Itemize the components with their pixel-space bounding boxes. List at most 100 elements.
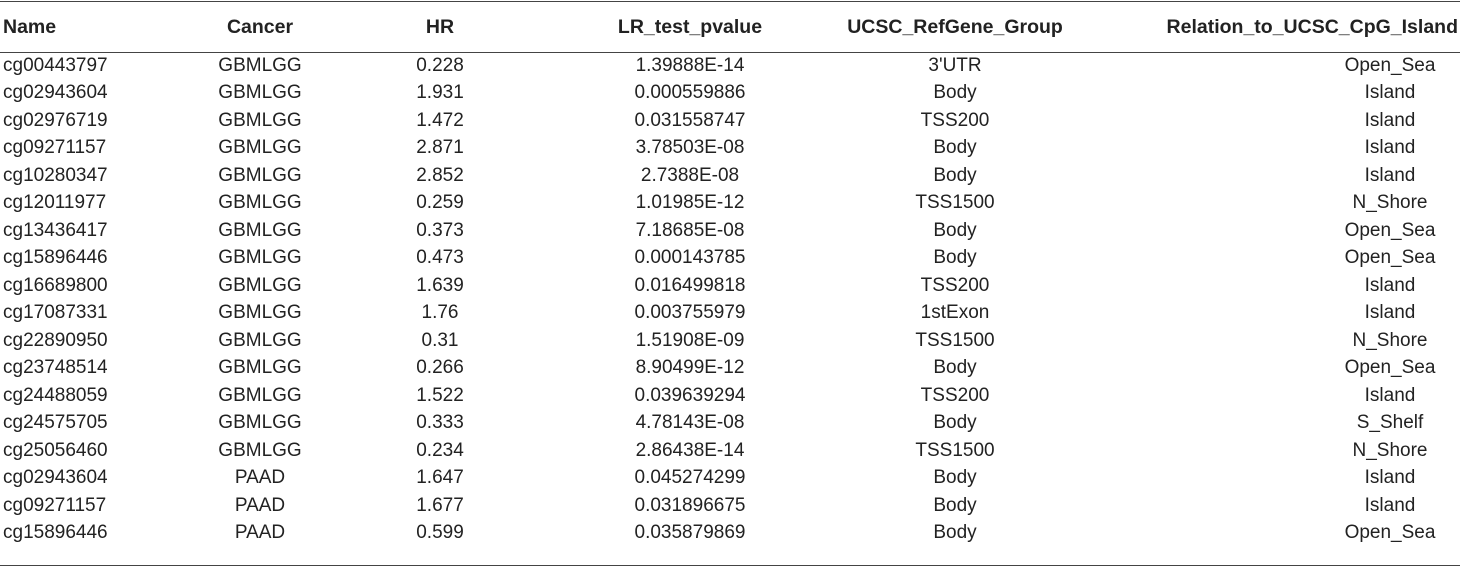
cell-ucsc-refgene-group: Body — [933, 82, 977, 104]
cell-relation-to-cpg-island: Island — [1364, 467, 1416, 489]
cell-cancer: GBMLGG — [218, 137, 302, 159]
cell-hr: 1.639 — [416, 274, 464, 296]
cell-name: cg12011977 — [3, 192, 107, 214]
header-ucsc-refgene-group: UCSC_RefGene_Group — [847, 15, 1063, 38]
cell-relation-to-cpg-island: N_Shore — [1352, 439, 1428, 461]
cell-cancer: GBMLGG — [218, 412, 302, 434]
cell-hr: 0.266 — [416, 357, 464, 379]
cell-cancer: GBMLGG — [218, 247, 302, 269]
data-table: Name Cancer HR LR_test_pvalue UCSC_RefGe… — [0, 2, 1460, 547]
cell-hr: 0.31 — [421, 329, 459, 351]
cell-hr: 0.373 — [416, 219, 464, 241]
cell-cancer: GBMLGG — [218, 54, 302, 76]
cell-name: cg10280347 — [3, 164, 108, 186]
cell-hr: 0.333 — [416, 412, 464, 434]
cell-ucsc-refgene-group: Body — [933, 357, 977, 379]
table-row: cg02943604 GBMLGG 1.931 0.000559886 Body Isla… — [0, 80, 1460, 108]
header-hr: HR — [425, 15, 455, 38]
table-row: cg15896446 PAAD 0.599 0.035879869 Body Open_S… — [0, 520, 1460, 548]
cell-name: cg24575705 — [3, 412, 108, 434]
header-cancer: Cancer — [226, 15, 294, 38]
cell-cancer: GBMLGG — [218, 329, 302, 351]
cell-lr-test-pvalue: 0.000143785 — [634, 247, 746, 269]
cell-lr-test-pvalue: 8.90499E-12 — [635, 357, 745, 379]
table-row: cg02976719 GBMLGG 1.472 0.031558747 TSS200 Is… — [0, 107, 1460, 135]
cell-name: cg00443797 — [3, 54, 108, 76]
cell-cancer: PAAD — [234, 467, 286, 489]
cell-relation-to-cpg-island: Open_Sea — [1344, 247, 1436, 269]
cell-hr: 1.647 — [416, 467, 464, 489]
cell-ucsc-refgene-group: TSS1500 — [915, 329, 995, 351]
table-row: cg00443797 GBMLGG 0.228 1.39888E-14 3'UTR Ope… — [0, 52, 1460, 80]
cell-cancer: GBMLGG — [218, 192, 302, 214]
cell-ucsc-refgene-group: Body — [933, 522, 977, 544]
cell-name: cg17087331 — [3, 302, 108, 324]
cell-lr-test-pvalue: 0.016499818 — [634, 274, 746, 296]
table-row: cg09271157 PAAD 1.677 0.031896675 Body Island — [0, 492, 1460, 520]
cell-name: cg15896446 — [3, 247, 108, 269]
cell-hr: 2.871 — [416, 137, 464, 159]
cell-hr: 1.76 — [421, 302, 459, 324]
cell-relation-to-cpg-island: Island — [1364, 384, 1416, 406]
cell-ucsc-refgene-group: Body — [933, 467, 977, 489]
cell-ucsc-refgene-group: TSS1500 — [915, 439, 995, 461]
cell-lr-test-pvalue: 0.045274299 — [634, 467, 746, 489]
cell-hr: 0.259 — [416, 192, 464, 214]
cell-ucsc-refgene-group: 3'UTR — [928, 54, 982, 76]
cell-relation-to-cpg-island: Island — [1364, 274, 1416, 296]
cell-relation-to-cpg-island: S_Shelf — [1356, 412, 1424, 434]
cell-ucsc-refgene-group: Body — [933, 137, 977, 159]
table-header-rule — [0, 52, 1460, 53]
table-row: cg09271157 GBMLGG 2.871 3.78503E-08 Body Isla… — [0, 135, 1460, 163]
cell-name: cg25056460 — [3, 439, 108, 461]
cell-hr: 1.472 — [416, 109, 464, 131]
cell-lr-test-pvalue: 1.39888E-14 — [635, 54, 745, 76]
cell-lr-test-pvalue: 0.039639294 — [634, 384, 746, 406]
cell-lr-test-pvalue: 1.51908E-09 — [635, 329, 745, 351]
cell-name: cg02976719 — [3, 109, 108, 131]
cell-ucsc-refgene-group: Body — [933, 494, 977, 516]
table-row: cg24575705 GBMLGG 0.333 4.78143E-08 Body S_Sh… — [0, 410, 1460, 438]
cell-ucsc-refgene-group: TSS200 — [920, 274, 990, 296]
cell-cancer: GBMLGG — [218, 302, 302, 324]
table-body: cg00443797 GBMLGG 0.228 1.39888E-14 3'UTR Ope… — [0, 52, 1460, 547]
cell-relation-to-cpg-island: Open_Sea — [1344, 357, 1436, 379]
cell-hr: 0.234 — [416, 439, 464, 461]
cell-lr-test-pvalue: 2.7388E-08 — [640, 164, 740, 186]
cell-relation-to-cpg-island: Open_Sea — [1344, 219, 1436, 241]
cell-hr: 0.473 — [416, 247, 464, 269]
table-row: cg24488059 GBMLGG 1.522 0.039639294 TSS200 Is… — [0, 382, 1460, 410]
cell-relation-to-cpg-island: Island — [1364, 164, 1416, 186]
cell-cancer: GBMLGG — [218, 384, 302, 406]
table-bottom-rule — [0, 565, 1460, 566]
cell-relation-to-cpg-island: Island — [1364, 109, 1416, 131]
cell-hr: 0.599 — [416, 522, 464, 544]
table-row: cg12011977 GBMLGG 0.259 1.01985E-12 TSS1500 N… — [0, 190, 1460, 218]
table-row: cg25056460 GBMLGG 0.234 2.86438E-14 TSS1500 N… — [0, 437, 1460, 465]
cell-ucsc-refgene-group: 1stExon — [920, 302, 990, 324]
cell-relation-to-cpg-island: Island — [1364, 494, 1416, 516]
cell-ucsc-refgene-group: TSS1500 — [915, 192, 995, 214]
cell-lr-test-pvalue: 0.031558747 — [634, 109, 746, 131]
cell-name: cg13436417 — [3, 219, 108, 241]
cell-lr-test-pvalue: 7.18685E-08 — [635, 219, 745, 241]
cell-cancer: PAAD — [234, 494, 286, 516]
cell-lr-test-pvalue: 1.01985E-12 — [635, 192, 745, 214]
cell-relation-to-cpg-island: N_Shore — [1352, 192, 1428, 214]
table-row: cg23748514 GBMLGG 0.266 8.90499E-12 Body Open… — [0, 355, 1460, 383]
cell-lr-test-pvalue: 4.78143E-08 — [635, 412, 745, 434]
cell-name: cg23748514 — [3, 357, 108, 379]
cell-relation-to-cpg-island: Island — [1364, 82, 1416, 104]
cell-relation-to-cpg-island: Open_Sea — [1344, 522, 1436, 544]
cell-lr-test-pvalue: 0.035879869 — [634, 522, 746, 544]
cell-cancer: GBMLGG — [218, 109, 302, 131]
cell-cancer: GBMLGG — [218, 274, 302, 296]
cell-hr: 0.228 — [416, 54, 464, 76]
cell-name: cg02943604 — [3, 467, 108, 489]
cell-cancer: GBMLGG — [218, 357, 302, 379]
table-row: cg13436417 GBMLGG 0.373 7.18685E-08 Body Open… — [0, 217, 1460, 245]
cell-cancer: GBMLGG — [218, 82, 302, 104]
cell-name: cg22890950 — [3, 329, 108, 351]
header-relation-to-cpg-island: Relation_to_UCSC_CpG_Island — [1166, 15, 1458, 38]
table-row: cg16689800 GBMLGG 1.639 0.016499818 TSS200 Is… — [0, 272, 1460, 300]
